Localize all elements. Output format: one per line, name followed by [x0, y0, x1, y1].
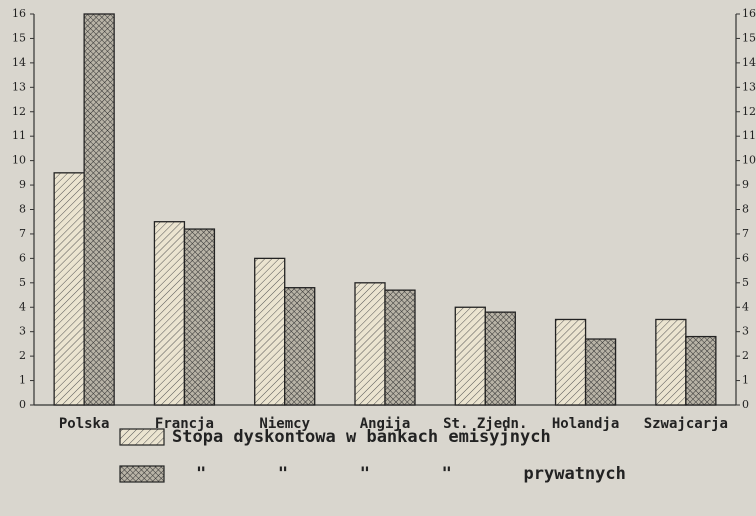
bar [685, 335, 717, 406]
y-tick-label-right: 15 [742, 31, 756, 44]
y-tick-label: 12 [12, 105, 26, 118]
x-tick-label: Holandja [552, 416, 619, 432]
bar [655, 318, 687, 406]
x-tick-label: Francja [155, 416, 214, 432]
y-tick-label: 1 [19, 374, 26, 387]
bar [454, 306, 486, 406]
y-tick-label: 9 [19, 178, 26, 191]
y-tick-label-right: 5 [742, 276, 749, 289]
x-tick-label: St. Zjedn. [443, 416, 527, 432]
bar [554, 318, 587, 406]
legend-label: " " " " prywatnych [196, 464, 626, 484]
y-tick-label: 16 [12, 7, 26, 20]
y-tick-label: 2 [19, 349, 26, 362]
bar [354, 282, 386, 406]
y-tick-label-right: 3 [742, 325, 749, 338]
y-tick-label: 7 [19, 227, 26, 240]
y-tick-label-right: 16 [742, 7, 756, 20]
x-tick-label: Polska [59, 416, 110, 432]
y-tick-label: 11 [12, 129, 26, 142]
x-tick-label: Szwajcarja [644, 416, 728, 432]
bar [384, 289, 416, 406]
bar [284, 287, 316, 406]
y-tick-label: 8 [19, 203, 26, 216]
y-tick-label: 3 [19, 325, 26, 338]
y-tick-label: 4 [19, 300, 26, 313]
y-tick-label-right: 13 [742, 80, 756, 93]
legend-label: Stopa dyskontowa w bankach emisyjnych [172, 427, 551, 447]
y-tick-label: 10 [12, 154, 26, 167]
bar [53, 172, 85, 406]
bar [153, 221, 186, 406]
y-tick-label-right: 4 [742, 300, 749, 313]
y-tick-label-right: 1 [742, 374, 749, 387]
bar [584, 338, 617, 406]
bar [484, 311, 516, 406]
y-tick-label: 5 [19, 276, 26, 289]
x-tick-label: Niemcy [259, 416, 310, 432]
bar [183, 228, 216, 406]
legend-swatch [119, 428, 165, 446]
y-tick-label-right: 6 [742, 251, 749, 264]
y-tick-label: 15 [12, 31, 26, 44]
y-tick-label: 0 [19, 398, 26, 411]
legend-swatch [119, 465, 165, 483]
y-tick-label-right: 11 [742, 129, 756, 142]
y-tick-label: 6 [19, 251, 26, 264]
y-tick-label-right: 0 [742, 398, 749, 411]
y-tick-label-right: 7 [742, 227, 749, 240]
y-tick-label-right: 12 [742, 105, 756, 118]
y-tick-label: 14 [12, 56, 26, 69]
y-tick-label-right: 9 [742, 178, 749, 191]
y-tick-label: 13 [12, 80, 26, 93]
y-tick-label-right: 8 [742, 203, 749, 216]
y-tick-label-right: 14 [742, 56, 756, 69]
bar [83, 13, 115, 406]
bar [254, 257, 286, 406]
x-tick-label: Angija [360, 416, 411, 432]
y-tick-label-right: 2 [742, 349, 749, 362]
y-tick-label-right: 10 [742, 154, 756, 167]
